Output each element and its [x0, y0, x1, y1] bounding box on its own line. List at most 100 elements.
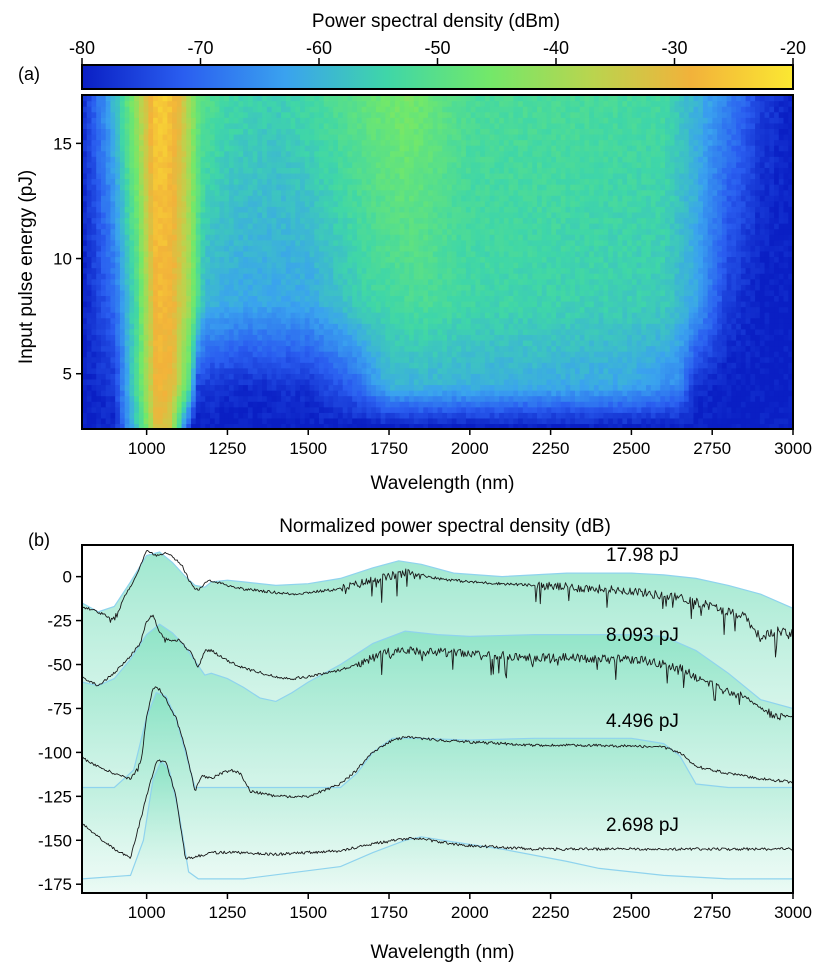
heatmap-cell [726, 278, 732, 285]
heatmap-cell [508, 339, 514, 347]
heatmap-cell [617, 256, 623, 263]
heatmap-cell [532, 412, 538, 419]
heatmap-cell [513, 306, 519, 313]
heatmap-cell [655, 267, 661, 274]
heatmap-cell [271, 401, 277, 408]
heatmap-cell [390, 256, 396, 263]
heatmap-cell [608, 401, 614, 408]
heatmap-cell [551, 390, 557, 397]
heatmap-cell [413, 306, 420, 313]
heatmap-cell [352, 323, 358, 330]
heatmap-cell [778, 412, 785, 419]
heatmap-cell [214, 362, 221, 369]
heatmap-cell [314, 289, 320, 296]
heatmap-cell [726, 334, 732, 341]
heatmap-cell [778, 312, 785, 319]
heatmap-cell [442, 267, 448, 274]
heatmap-cell [669, 300, 676, 308]
heatmap-cell [172, 384, 178, 391]
heatmap-cell [759, 423, 766, 429]
heatmap-cell [712, 373, 718, 380]
heatmap-cell [774, 406, 780, 413]
heatmap-cell [522, 356, 529, 363]
heatmap-cell [195, 250, 202, 258]
heatmap-cell [224, 401, 230, 408]
heatmap-cell [608, 262, 614, 269]
heatmap-cell [347, 317, 353, 324]
heatmap-cell [489, 401, 495, 408]
heatmap-cell [470, 289, 477, 296]
heatmap-cell [243, 256, 249, 263]
heatmap-cell [660, 401, 666, 408]
heatmap-cell [413, 406, 420, 413]
heatmap-cell [745, 323, 751, 330]
heatmap-cell [646, 284, 652, 291]
heatmap-cell [546, 417, 552, 425]
heatmap-cell [480, 245, 486, 252]
heatmap-cell [489, 423, 495, 429]
heatmap-cell [423, 250, 429, 258]
heatmap-cell [622, 345, 628, 352]
heatmap-cell [683, 351, 690, 358]
heatmap-cell [527, 267, 533, 274]
heatmap-cell [252, 395, 258, 402]
heatmap-cell [172, 345, 178, 352]
heatmap-cell [200, 373, 206, 380]
heatmap-cell [162, 423, 168, 429]
heatmap-cell [300, 323, 306, 330]
heatmap-cell [541, 284, 548, 291]
heatmap-cell [191, 384, 197, 391]
heatmap-cell [641, 284, 647, 291]
heatmap-cell [300, 345, 306, 352]
heatmap-cell [755, 412, 761, 419]
heatmap-cell [390, 306, 396, 313]
heatmap-cell [617, 267, 623, 274]
heatmap-cell [650, 284, 657, 291]
heatmap-cell [769, 278, 775, 285]
heatmap-cell [271, 334, 277, 341]
heatmap-cell [731, 339, 737, 347]
heatmap-cell [508, 384, 514, 391]
heatmap-cell [181, 417, 187, 425]
heatmap-cell [399, 401, 405, 408]
heatmap-cell [532, 373, 538, 380]
heatmap-cell [783, 295, 789, 302]
heatmap-cell [769, 256, 775, 263]
heatmap-cell [560, 351, 567, 358]
heatmap-cell [683, 339, 690, 347]
heatmap-cell [764, 284, 770, 291]
heatmap-cell [764, 362, 770, 369]
heatmap-cell [238, 417, 244, 425]
heatmap-cell [319, 250, 325, 258]
heatmap-cell [224, 367, 230, 374]
heatmap-cell [650, 317, 657, 324]
heatmap-cell [560, 417, 567, 425]
heatmap-cell [252, 267, 258, 274]
heatmap-cell [238, 250, 244, 258]
heatmap-cell [86, 423, 93, 429]
heatmap-cell [437, 334, 443, 341]
heatmap-cell [200, 390, 206, 397]
heatmap-cell [593, 284, 600, 291]
heatmap-cell [366, 328, 372, 335]
heatmap-cell [91, 395, 97, 402]
heatmap-cell [726, 395, 732, 402]
heatmap-cell [693, 334, 699, 341]
heatmap-cell [371, 406, 377, 413]
heatmap-cell [247, 317, 254, 324]
heatmap-cell [655, 284, 661, 291]
heatmap-cell [110, 312, 116, 319]
heatmap-cell [674, 401, 680, 408]
heatmap-cell [537, 412, 543, 419]
heatmap-cell [698, 390, 704, 397]
heatmap-cell [726, 289, 732, 296]
heatmap-cell [186, 328, 192, 335]
heatmap-cell [138, 295, 145, 302]
heatmap-cell [271, 278, 277, 285]
heatmap-cell [480, 334, 486, 341]
heatmap-cell [574, 401, 581, 408]
heatmap-cell [603, 306, 609, 313]
heatmap-cell [167, 289, 173, 296]
heatmap-cell [688, 317, 695, 324]
heatmap-cell [181, 356, 187, 363]
